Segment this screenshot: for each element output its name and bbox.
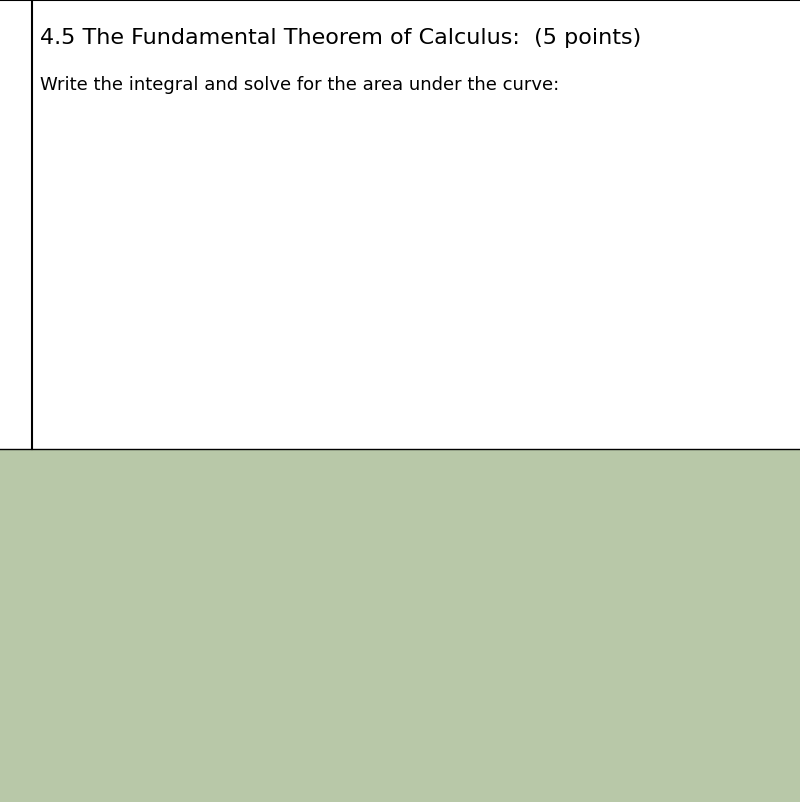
Text: 0: 0 — [74, 393, 85, 411]
Text: 4.5 The Fundamental Theorem of Calculus:  (5 points): 4.5 The Fundamental Theorem of Calculus:… — [40, 28, 642, 48]
Text: π: π — [381, 423, 394, 443]
Text: Write the integral and solve for the area under the curve:: Write the integral and solve for the are… — [40, 76, 559, 94]
Text: y = 3 sin x: y = 3 sin x — [214, 150, 319, 168]
Text: 3: 3 — [74, 196, 85, 214]
Text: 0: 0 — [92, 423, 103, 441]
